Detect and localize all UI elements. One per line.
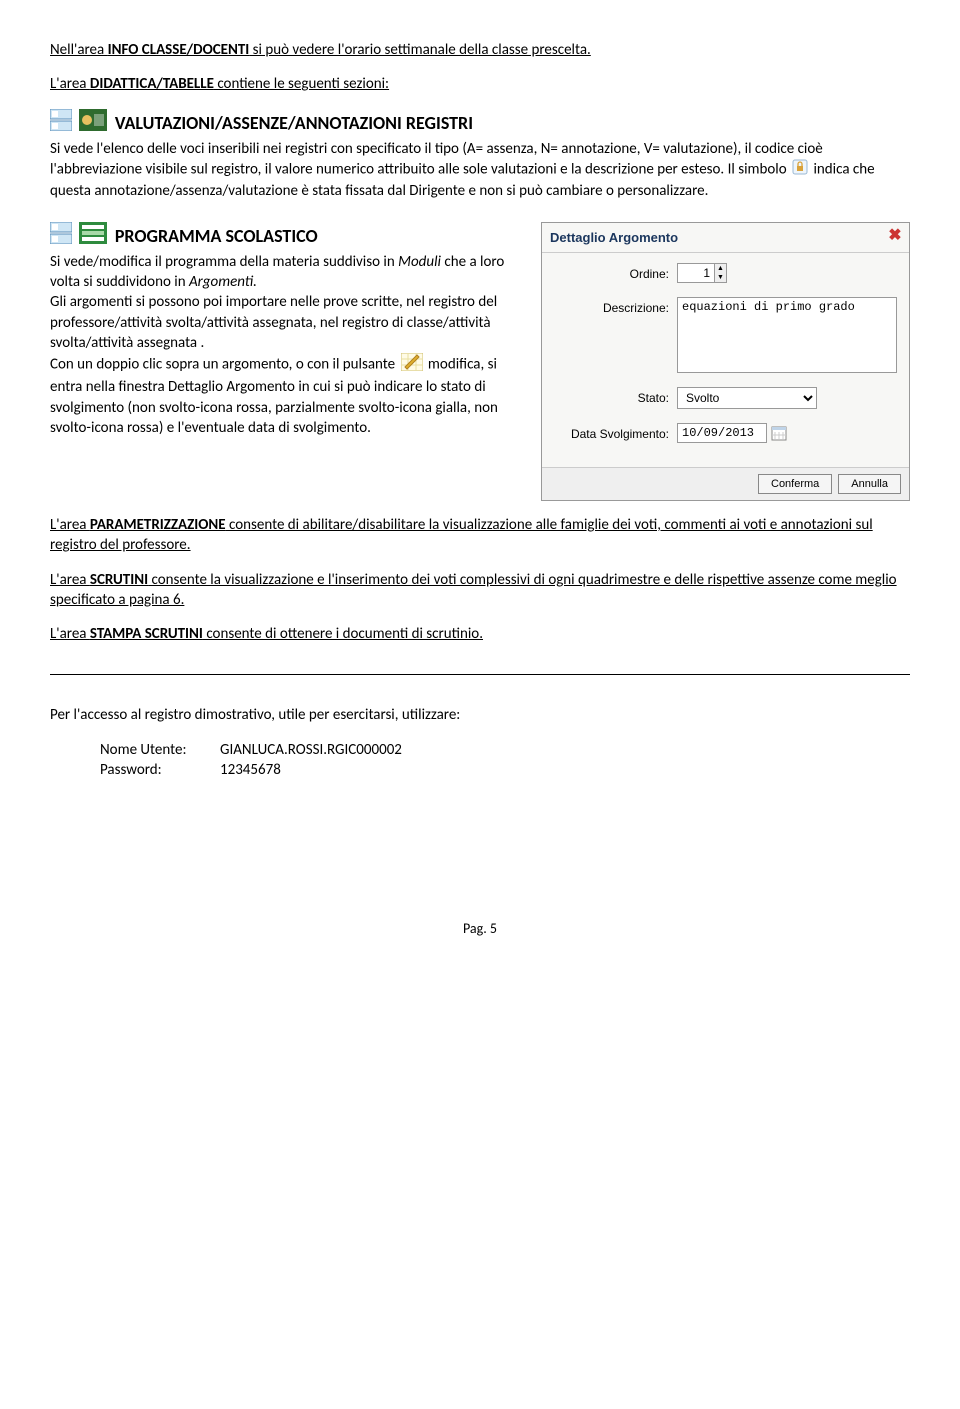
tabs-icon [50,222,72,250]
label-stato: Stato: [554,387,677,406]
spinner-up-icon[interactable]: ▲ [715,264,726,273]
dialog-buttons: Conferma Annulla [542,467,909,500]
paragraph-parametrizzazione: L'area PARAMETRIZZAZIONE consente di abi… [50,515,910,556]
text: consente la visualizzazione e l'inserime… [50,571,897,609]
field-stato: Stato: Svolto [554,387,897,409]
text: L'area [50,571,90,589]
calendar-icon[interactable] [771,425,787,441]
label-ordine: Ordine: [554,263,677,282]
italic-text: Argomenti. [189,273,257,291]
username-value: GIANLUCA.ROSSI.RGIC000002 [220,740,402,760]
close-icon[interactable]: ✖ [887,229,903,245]
stato-select[interactable]: Svolto [677,387,817,409]
label-descrizione: Descrizione: [554,297,677,316]
credentials-block: Nome Utente: GIANLUCA.ROSSI.RGIC000002 P… [100,740,910,781]
dialog-title-text: Dettaglio Argomento [550,229,678,247]
field-ordine: Ordine: ▲ ▼ [554,263,897,283]
field-data: Data Svolgimento: [554,423,897,443]
conferma-button[interactable]: Conferma [758,474,832,494]
label-data: Data Svolgimento: [554,423,677,442]
spinner-down-icon[interactable]: ▼ [715,273,726,282]
italic-text: Moduli [398,253,441,271]
paragraph-stampa-scrutini: L'area STAMPA SCRUTINI consente di otten… [50,624,910,644]
paragraph-didattica: L'area DIDATTICA/TABELLE contiene le seg… [50,74,910,94]
text: contiene le seguenti sezioni: [214,75,389,93]
username-label: Nome Utente: [100,740,220,760]
body-text: Con un doppio clic sopra un argomento, o… [50,356,399,374]
program-icon [79,222,107,250]
text: L'area [50,516,90,534]
text: L'area [50,625,90,643]
password-value: 12345678 [220,760,281,780]
text: L'area [50,75,90,93]
ordine-spinner[interactable]: ▲ ▼ [677,263,727,283]
lock-icon [792,159,808,181]
dialog-dettaglio-argomento: Dettaglio Argomento ✖ Ordine: ▲ ▼ Descri… [541,222,910,502]
section-title: VALUTAZIONI/ASSENZE/ANNOTAZIONI REGISTRI [115,111,473,133]
edit-pencil-icon [401,353,423,377]
paragraph-info-classe: Nell'area INFO CLASSE/DOCENTI si può ved… [50,40,910,60]
text-bold: INFO CLASSE/DOCENTI [108,41,250,59]
text: Nell'area [50,41,108,59]
separator [50,674,910,675]
data-input[interactable] [677,423,767,443]
text: consente di ottenere i documenti di scru… [203,625,483,643]
field-descrizione: Descrizione: equazioni di primo grado [554,297,897,373]
body-text: Si vede/modifica il programma della mate… [50,253,398,271]
section-title: PROGRAMMA SCOLASTICO [115,224,318,246]
body-text: Gli argomenti si possono poi importare n… [50,292,521,353]
descrizione-textarea[interactable]: equazioni di primo grado [677,297,897,373]
dialog-titlebar: Dettaglio Argomento ✖ [542,223,909,254]
page-footer: Pag. 5 [50,920,910,939]
text-bold: STAMPA SCRUTINI [90,625,203,643]
text-bold: DIDATTICA/TABELLE [90,75,214,93]
ordine-input[interactable] [677,263,715,283]
text: si può vedere l'orario settimanale della… [249,41,591,59]
section-programma: PROGRAMMA SCOLASTICO Si vede/modifica il… [50,222,910,502]
password-label: Password: [100,760,220,780]
text-bold: SCRUTINI [90,571,148,589]
tabs-icon [50,109,72,137]
paragraph-scrutini: L'area SCRUTINI consente la visualizzazi… [50,570,910,611]
text-bold: PARAMETRIZZAZIONE [90,516,226,534]
registry-icon [79,109,107,137]
annulla-button[interactable]: Annulla [838,474,901,494]
access-intro: Per l'accesso al registro dimostrativo, … [50,705,910,725]
section-valutazioni: VALUTAZIONI/ASSENZE/ANNOTAZIONI REGISTRI… [50,109,910,202]
body-text: Si vede l'elenco delle voci inseribili n… [50,140,823,179]
